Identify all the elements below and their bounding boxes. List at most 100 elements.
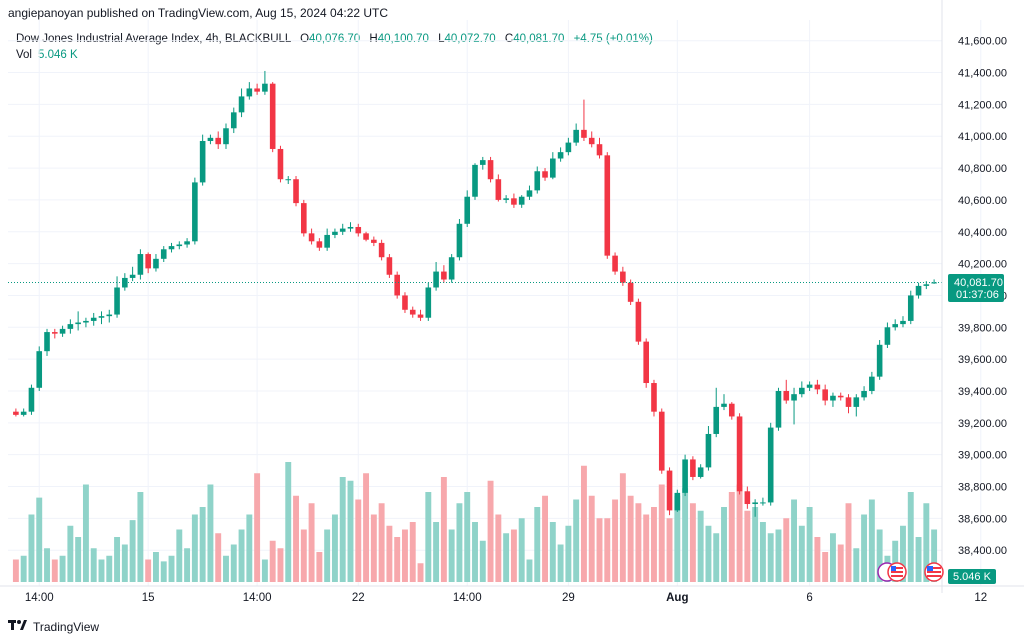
volume-bar — [230, 544, 237, 582]
volume-bar — [339, 477, 346, 582]
candle-body — [479, 160, 486, 165]
price-tick-label: 41,200.00 — [958, 99, 1007, 111]
candle-body — [853, 397, 860, 407]
volume-bar — [612, 499, 619, 582]
volume-bar — [261, 559, 268, 582]
candle-body — [472, 164, 478, 197]
volume-bar — [767, 533, 774, 582]
candle-body — [861, 390, 867, 398]
candle-body — [923, 284, 930, 286]
volume-bar — [900, 525, 906, 582]
time-tick-label: 14:00 — [25, 592, 54, 604]
symbol-title[interactable]: Dow Jones Industrial Average Index, 4h, … — [16, 33, 291, 45]
volume-bar — [619, 473, 626, 582]
volume-bar — [588, 495, 595, 582]
candle-body — [682, 459, 688, 493]
candle-body — [845, 397, 852, 407]
us-flag-event-icon[interactable] — [877, 562, 907, 582]
us-flag-event-icon-2[interactable] — [924, 562, 944, 582]
volume-bar — [90, 548, 97, 582]
candle-body — [129, 274, 136, 278]
volume-bar — [487, 480, 494, 582]
candle-body — [238, 96, 245, 113]
volume-bar — [503, 533, 510, 582]
candle-body — [713, 406, 720, 434]
volume-bar — [409, 522, 416, 582]
volume-bar — [331, 514, 338, 582]
time-tick-label: Aug — [666, 592, 688, 604]
candle-body — [783, 390, 790, 401]
candle-body — [153, 258, 159, 269]
candle-body — [736, 416, 743, 492]
candle-body — [705, 433, 712, 468]
volume-bar — [285, 462, 292, 582]
candle-body — [51, 332, 58, 334]
candle-body — [907, 295, 914, 321]
volume-bar — [542, 495, 548, 582]
volume-bar — [783, 518, 790, 582]
volume-bar — [495, 514, 502, 582]
volume-bar — [666, 518, 673, 582]
volume-bar — [199, 507, 206, 582]
price-tick-label: 41,000.00 — [958, 131, 1007, 143]
candle-body — [837, 395, 844, 398]
volume-bar — [557, 544, 564, 582]
volume-bar — [464, 492, 471, 582]
candle-body — [59, 328, 66, 334]
volume-bar — [931, 529, 938, 582]
close-label: C — [504, 33, 514, 45]
candle-body — [75, 322, 81, 325]
volume-bar — [549, 522, 556, 582]
candle-body — [13, 411, 19, 415]
candle-body — [417, 314, 424, 318]
candle-body — [931, 282, 937, 284]
volume-bar — [472, 522, 478, 582]
candle-body — [386, 257, 393, 275]
volume-bar — [308, 503, 315, 582]
volume-bar — [425, 492, 432, 582]
volume-bar — [160, 561, 167, 582]
candle-body — [347, 226, 354, 229]
candle-body — [269, 83, 276, 149]
candle-body — [254, 88, 260, 92]
candle-body — [900, 320, 906, 325]
volume-bar — [775, 529, 782, 582]
volume-bar — [191, 514, 198, 582]
tradingview-logo-icon[interactable] — [8, 619, 28, 634]
countdown-label: 01:37:06 — [956, 289, 999, 301]
volume-bar — [246, 514, 253, 582]
price-tick-label: 39,400.00 — [958, 386, 1007, 398]
candle-body — [215, 137, 222, 145]
candle-body — [114, 287, 120, 315]
candle-body — [869, 376, 875, 391]
volume-bar — [573, 499, 580, 582]
time-tick-label: 29 — [562, 592, 575, 604]
volume-bar — [223, 555, 229, 582]
volume-bar — [526, 559, 533, 582]
candle-body — [20, 411, 27, 415]
candle-body — [674, 492, 681, 511]
candle-body — [448, 257, 455, 280]
candle-body — [503, 198, 509, 200]
publisher-note: angiepanoyan published on TradingView.co… — [8, 6, 389, 20]
candle-body — [814, 384, 821, 390]
candle-body — [658, 411, 665, 471]
candle-body — [760, 502, 766, 504]
volume-bar — [822, 552, 829, 582]
candle-body — [604, 155, 611, 256]
volume-bar — [728, 492, 735, 582]
candle-body — [876, 344, 883, 377]
candle-body — [565, 142, 572, 153]
volume-bar — [845, 503, 852, 582]
price-tick-label: 40,800.00 — [958, 163, 1007, 175]
candle-body — [262, 83, 268, 92]
candle-body — [371, 239, 377, 243]
volume-bar — [98, 559, 105, 582]
volume-bar — [479, 540, 486, 582]
candle-body — [207, 137, 214, 142]
volume-bar — [82, 484, 89, 582]
volume-tag: 5.046 K — [948, 569, 996, 584]
candle-body — [402, 295, 408, 310]
